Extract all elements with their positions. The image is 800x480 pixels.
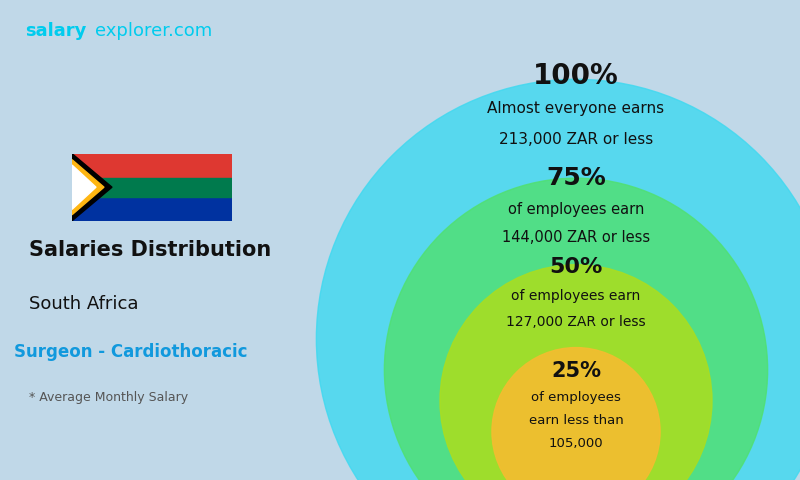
Bar xyxy=(72,154,232,187)
Circle shape xyxy=(316,79,800,480)
Text: Surgeon - Cardiothoracic: Surgeon - Cardiothoracic xyxy=(14,343,248,361)
Polygon shape xyxy=(72,154,112,221)
Text: * Average Monthly Salary: * Average Monthly Salary xyxy=(29,391,188,404)
Text: 127,000 ZAR or less: 127,000 ZAR or less xyxy=(506,314,646,329)
Text: earn less than: earn less than xyxy=(529,414,623,427)
Text: 50%: 50% xyxy=(550,257,602,277)
Text: 25%: 25% xyxy=(551,361,601,381)
Text: salary: salary xyxy=(26,22,86,40)
Text: 144,000 ZAR or less: 144,000 ZAR or less xyxy=(502,230,650,245)
Text: 105,000: 105,000 xyxy=(549,437,603,451)
Text: 75%: 75% xyxy=(546,166,606,190)
Text: Almost everyone earns: Almost everyone earns xyxy=(487,101,665,117)
Text: of employees: of employees xyxy=(531,391,621,404)
Text: of employees earn: of employees earn xyxy=(508,202,644,216)
Text: Salaries Distribution: Salaries Distribution xyxy=(29,240,271,260)
Circle shape xyxy=(440,265,712,480)
Circle shape xyxy=(492,348,660,480)
Text: South Africa: South Africa xyxy=(29,295,138,313)
Bar xyxy=(72,178,232,197)
Text: 100%: 100% xyxy=(533,61,619,90)
Text: 213,000 ZAR or less: 213,000 ZAR or less xyxy=(499,132,653,147)
Circle shape xyxy=(384,178,768,480)
Text: of employees earn: of employees earn xyxy=(511,288,641,302)
Polygon shape xyxy=(72,160,104,215)
Bar xyxy=(72,187,232,221)
Polygon shape xyxy=(72,165,96,209)
Text: explorer.com: explorer.com xyxy=(95,22,213,40)
